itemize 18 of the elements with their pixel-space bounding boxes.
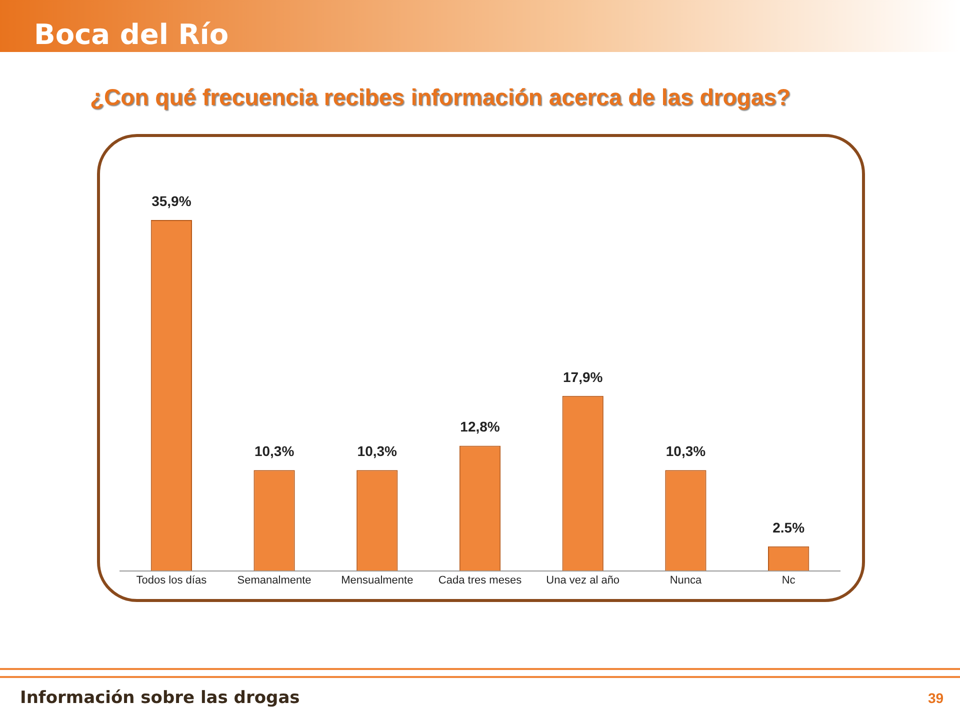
data-label: 35,9%: [152, 193, 192, 210]
x-tick-label: Todos los días: [136, 574, 208, 586]
data-label: 10,3%: [666, 443, 706, 460]
x-tick-label: Nc: [782, 574, 796, 586]
text: Información sobre las drogas: [20, 688, 300, 708]
data-label: 12,8%: [460, 418, 500, 435]
x-tick-label: Cada tres meses: [438, 574, 522, 586]
data-label: 2.5%: [772, 519, 806, 536]
data-label: 10,3%: [254, 443, 295, 460]
x-tick-label: Una vez al año: [546, 574, 620, 586]
data-label: 10,3%: [357, 443, 398, 460]
x-tick-label: Nunca: [670, 574, 702, 586]
data-label: 17,9%: [563, 368, 604, 385]
chart-title: ¿Con qué frecuencia recibes información acerca de las drogas?: [90, 84, 792, 111]
x-tick-label: Mensualmente: [341, 574, 414, 586]
text: 39: [928, 690, 944, 706]
text: Boca del Río: [34, 18, 229, 51]
x-tick-label: Semanalmente: [237, 574, 312, 586]
